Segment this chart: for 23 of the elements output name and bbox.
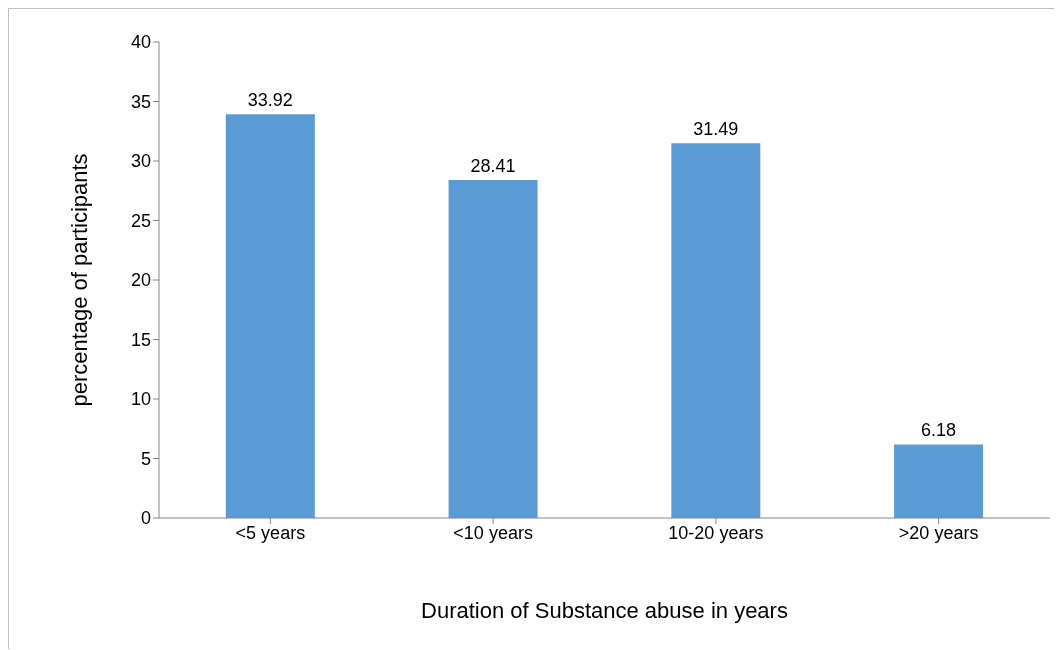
y-tick-label: 20 bbox=[130, 270, 151, 291]
x-tick-label: 10-20 years bbox=[668, 522, 764, 543]
y-tick-label: 30 bbox=[130, 151, 151, 172]
y-tick-label: 5 bbox=[140, 448, 151, 469]
data-label: 28.41 bbox=[470, 155, 516, 176]
data-label: 33.92 bbox=[247, 90, 293, 111]
x-tick-label: <10 years bbox=[453, 522, 533, 543]
y-tick-label: 25 bbox=[130, 210, 151, 231]
bar bbox=[225, 114, 315, 518]
x-tick-label: <5 years bbox=[235, 522, 306, 543]
y-tick-label: 0 bbox=[140, 508, 151, 529]
y-tick-label: 15 bbox=[130, 329, 151, 350]
y-tick-label: 40 bbox=[130, 32, 151, 53]
x-axis-title: Duration of Substance abuse in years bbox=[421, 598, 788, 623]
y-tick-label: 10 bbox=[130, 389, 151, 410]
bar bbox=[894, 444, 984, 518]
bar bbox=[671, 143, 761, 518]
data-label: 31.49 bbox=[693, 119, 739, 140]
y-tick-label: 35 bbox=[130, 91, 151, 112]
data-label: 6.18 bbox=[921, 420, 957, 441]
y-axis-title: percentage of participants bbox=[66, 153, 92, 407]
x-tick-label: >20 years bbox=[898, 522, 979, 543]
bar bbox=[448, 179, 538, 518]
